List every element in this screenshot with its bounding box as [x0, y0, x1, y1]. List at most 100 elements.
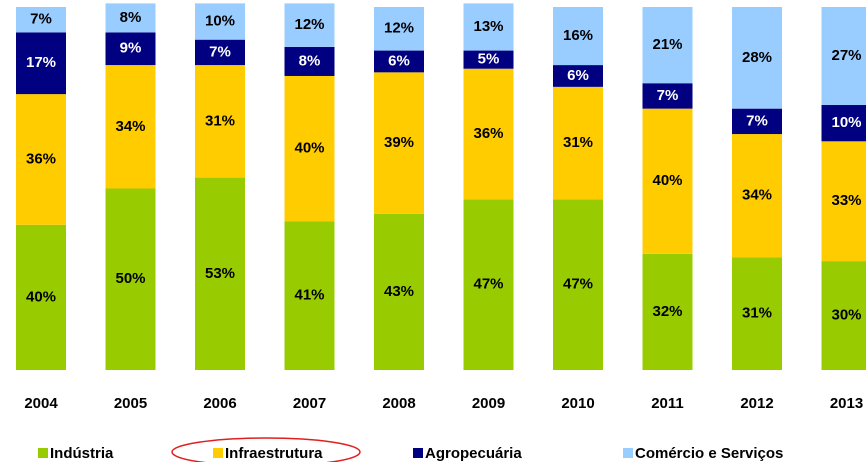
bar-segment [195, 39, 245, 66]
bar-segment [374, 213, 424, 370]
bar-segment [284, 221, 335, 370]
bar-segment [374, 72, 424, 214]
bar-segment [16, 7, 66, 33]
highlight-ellipse [171, 437, 361, 462]
data-label: 43% [384, 283, 414, 300]
legend-label: Agropecuária [425, 445, 522, 462]
data-label: 36% [26, 150, 56, 167]
data-label: 40% [652, 172, 682, 189]
data-label: 13% [473, 18, 503, 35]
data-label: 7% [657, 87, 679, 104]
bar-segment [732, 257, 782, 370]
data-label: 31% [742, 305, 772, 322]
bar-segment [195, 65, 245, 178]
bar-segment [642, 108, 693, 254]
bar-segment [16, 94, 66, 225]
bar-segment [463, 50, 514, 69]
data-label: 8% [120, 9, 142, 26]
x-tick-label: 2006 [203, 395, 236, 412]
bar-segment [732, 134, 782, 258]
legend-swatch [413, 448, 423, 458]
bar-segment [105, 188, 156, 370]
data-label: 12% [384, 20, 414, 37]
data-label: 27% [831, 47, 861, 64]
data-label: 31% [205, 112, 235, 129]
bar-segment [195, 3, 245, 40]
bar-segment [463, 68, 514, 200]
x-tick-label: 2010 [561, 395, 594, 412]
data-label: 47% [473, 276, 503, 293]
bar-segment [821, 261, 866, 370]
bar-segment [821, 7, 866, 106]
data-label: 47% [563, 276, 593, 293]
bar-segment [642, 253, 693, 370]
x-tick-label: 2011 [651, 395, 684, 412]
bar-segment [732, 108, 782, 135]
legend-swatch [38, 448, 48, 458]
data-label: 39% [384, 134, 414, 151]
bar-segment [642, 83, 693, 109]
data-label: 30% [831, 307, 861, 324]
data-label: 7% [209, 43, 231, 60]
bar-segment [16, 32, 66, 95]
data-label: 34% [115, 118, 145, 135]
data-label: 16% [563, 27, 593, 44]
data-label: 9% [120, 40, 142, 57]
data-label: 33% [831, 192, 861, 209]
bar-segment [553, 86, 603, 200]
legend-label: Infraestrutura [225, 445, 323, 462]
data-label: 40% [294, 140, 324, 157]
bar-segment [105, 65, 156, 189]
data-label: 12% [294, 16, 324, 33]
data-label: 10% [831, 114, 861, 131]
data-label: 8% [299, 52, 321, 69]
bar-segment [553, 65, 603, 87]
bar-segment [284, 75, 335, 222]
x-tick-label: 2008 [382, 395, 415, 412]
bar-segment [553, 199, 603, 370]
bar-segment [284, 46, 335, 76]
data-label: 41% [294, 287, 324, 304]
data-label: 31% [563, 134, 593, 151]
bar-segment [732, 7, 782, 109]
bar-segment [553, 7, 603, 66]
data-label: 7% [746, 112, 768, 129]
data-label: 10% [205, 12, 235, 29]
bar-segment [821, 141, 866, 262]
bar-segment [374, 7, 424, 51]
data-label: 40% [26, 288, 56, 305]
legend-swatch [213, 448, 223, 458]
bar-segment [195, 177, 245, 370]
data-label: 50% [115, 270, 145, 287]
x-tick-label: 2013 [830, 395, 863, 412]
bar-segment [821, 105, 866, 142]
data-label: 53% [205, 265, 235, 282]
data-label: 21% [652, 36, 682, 53]
bar-segment [105, 32, 156, 66]
data-label: 7% [30, 11, 52, 28]
x-tick-label: 2009 [472, 395, 505, 412]
data-label: 17% [26, 54, 56, 71]
data-label: 6% [567, 67, 589, 84]
legend-label: Comércio e Serviços [635, 445, 783, 462]
x-tick-label: 2012 [740, 395, 773, 412]
bar-segment [374, 50, 424, 73]
bar-segment [463, 3, 514, 51]
bar-segment [463, 199, 514, 370]
x-tick-label: 2007 [293, 395, 326, 412]
x-tick-label: 2004 [24, 395, 58, 412]
data-label: 32% [652, 303, 682, 320]
legend-swatch [623, 448, 633, 458]
bar-segment [284, 3, 335, 47]
data-label: 6% [388, 52, 410, 69]
bar-segment [16, 224, 66, 370]
data-label: 36% [473, 125, 503, 142]
data-label: 28% [742, 49, 772, 66]
data-label: 34% [742, 187, 772, 204]
bar-segment [105, 3, 156, 33]
legend-label: Indústria [50, 445, 114, 462]
bar-segment [642, 7, 693, 84]
data-label: 5% [478, 51, 500, 68]
x-tick-label: 2005 [114, 395, 147, 412]
